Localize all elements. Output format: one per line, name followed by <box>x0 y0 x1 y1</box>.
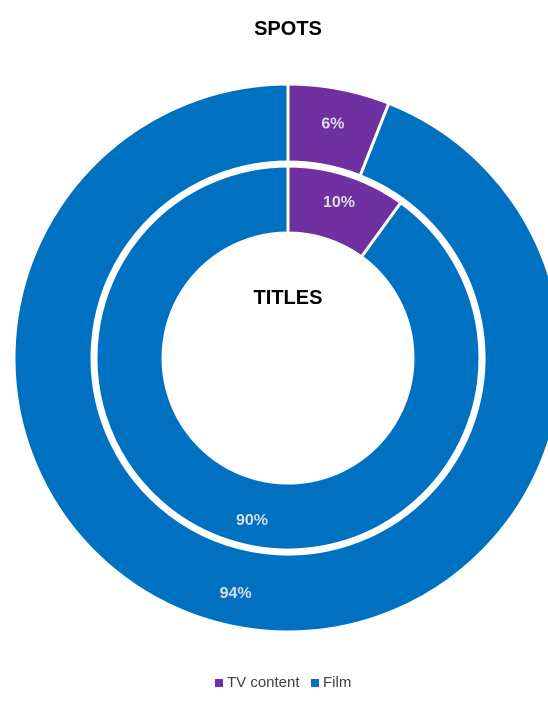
inner-ring-title: TITLES <box>254 287 323 309</box>
legend-swatch-tv-content <box>215 679 223 687</box>
outer-label-tv-content: 6% <box>321 115 344 132</box>
legend-label-film: Film <box>323 674 351 691</box>
inner-label-film: 90% <box>236 512 268 529</box>
inner-label-tv-content: 10% <box>323 194 355 211</box>
donut-rings <box>12 82 548 634</box>
legend: TV content Film <box>215 674 351 691</box>
legend-swatch-film <box>311 679 319 687</box>
outer-slice-film <box>12 82 548 634</box>
outer-ring-title: SPOTS <box>254 18 322 40</box>
legend-label-tv-content: TV content <box>227 674 300 691</box>
outer-label-film: 94% <box>220 585 252 602</box>
inner-slice-film <box>94 164 482 552</box>
slice-labels: 6% 94% 10% 90% <box>220 115 355 602</box>
